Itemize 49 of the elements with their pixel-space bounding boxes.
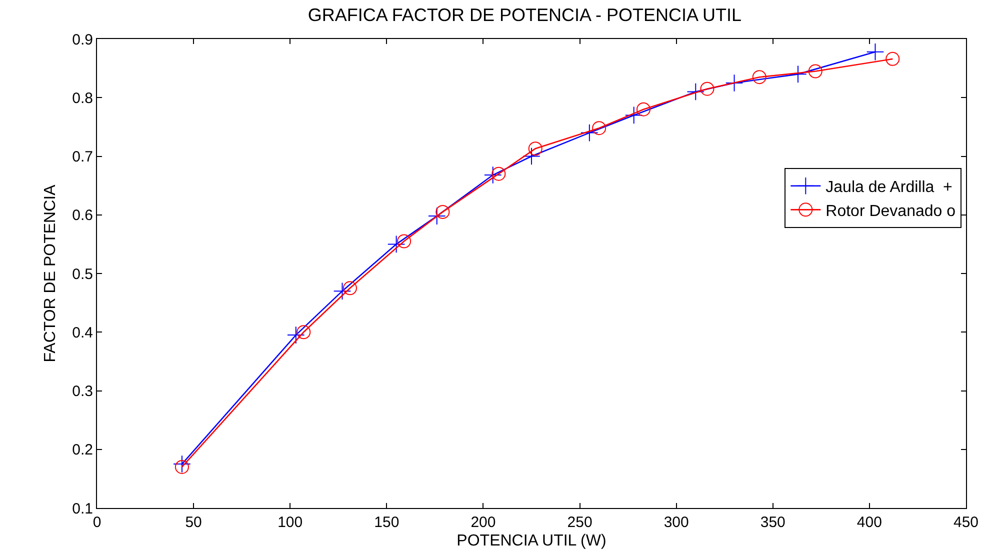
point bbox=[342, 281, 357, 296]
legend-label: Rotor Devanado o bbox=[826, 202, 956, 220]
point bbox=[333, 282, 352, 300]
x-axis-title: POTENCIA UTIL (W) bbox=[456, 532, 606, 550]
point bbox=[580, 124, 598, 142]
point bbox=[808, 64, 822, 78]
point bbox=[287, 326, 305, 344]
y-tick-label: 0.8 bbox=[72, 90, 93, 107]
x-tick-label: 150 bbox=[374, 514, 400, 531]
point bbox=[484, 166, 502, 184]
x-tick-label: 400 bbox=[856, 514, 882, 531]
y-tick-label: 0.7 bbox=[72, 148, 93, 166]
x-tick-label: 250 bbox=[567, 514, 592, 531]
legend-label: Jaula de Ardilla + bbox=[826, 179, 952, 196]
x-tick-label: 0 bbox=[92, 514, 102, 531]
point bbox=[436, 204, 450, 219]
point bbox=[387, 235, 406, 254]
y-tick-label: 0.6 bbox=[72, 207, 93, 224]
y-tick-label: 0.3 bbox=[72, 383, 93, 400]
x-tick-label: 100 bbox=[278, 514, 303, 531]
y-tick-label: 0.5 bbox=[72, 266, 93, 283]
x-tick-label: 300 bbox=[664, 514, 689, 531]
point bbox=[173, 455, 191, 473]
point bbox=[492, 166, 506, 181]
point bbox=[866, 43, 884, 61]
chart-title: GRAFICA FACTOR DE POTENCIA - POTENCIA UTIL bbox=[308, 5, 742, 25]
point bbox=[636, 102, 650, 116]
point bbox=[174, 460, 189, 474]
y-axis-title: FACTOR DE POTENCIA bbox=[42, 184, 60, 362]
point bbox=[624, 106, 643, 124]
point bbox=[428, 207, 446, 225]
y-tick-label: 0.1 bbox=[72, 500, 93, 518]
point bbox=[528, 142, 542, 156]
point bbox=[700, 82, 714, 96]
point bbox=[686, 82, 705, 101]
point bbox=[752, 70, 766, 84]
point bbox=[522, 147, 540, 166]
y-tick-label: 0.4 bbox=[72, 324, 93, 342]
y-tick-label: 0.9 bbox=[72, 31, 93, 48]
point bbox=[592, 121, 606, 136]
point bbox=[725, 74, 744, 92]
point bbox=[886, 52, 900, 66]
y-tick-label: 0.2 bbox=[72, 442, 93, 459]
x-tick-label: 450 bbox=[953, 514, 979, 531]
point bbox=[296, 325, 311, 340]
x-tick-label: 200 bbox=[470, 514, 496, 531]
point bbox=[397, 234, 412, 248]
x-tick-label: 50 bbox=[185, 514, 202, 531]
x-tick-label: 350 bbox=[760, 514, 786, 531]
